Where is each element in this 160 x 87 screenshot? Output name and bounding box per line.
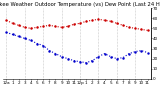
Title: Milwaukee Weather Outdoor Temperature (vs) Dew Point (Last 24 Hours): Milwaukee Weather Outdoor Temperature (v… — [0, 2, 160, 7]
